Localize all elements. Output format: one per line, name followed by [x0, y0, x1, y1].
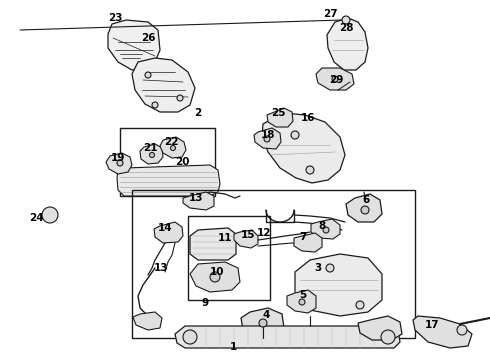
- Text: 7: 7: [299, 232, 307, 242]
- Circle shape: [210, 272, 220, 282]
- Text: 15: 15: [241, 230, 255, 240]
- Polygon shape: [294, 233, 322, 252]
- Polygon shape: [108, 20, 160, 70]
- Text: 2: 2: [195, 108, 201, 118]
- Polygon shape: [117, 165, 220, 196]
- Text: 4: 4: [262, 310, 270, 320]
- Text: 13: 13: [154, 263, 168, 273]
- Text: 27: 27: [323, 9, 337, 19]
- Polygon shape: [295, 254, 382, 316]
- Circle shape: [457, 325, 467, 335]
- Circle shape: [326, 264, 334, 272]
- Polygon shape: [316, 68, 354, 90]
- Circle shape: [42, 207, 58, 223]
- Text: 18: 18: [261, 130, 275, 140]
- Circle shape: [332, 76, 338, 82]
- Polygon shape: [190, 262, 240, 292]
- Text: 23: 23: [108, 13, 122, 23]
- Circle shape: [299, 299, 305, 305]
- Circle shape: [342, 16, 350, 24]
- Text: 9: 9: [201, 298, 209, 308]
- Circle shape: [259, 319, 267, 327]
- Text: 13: 13: [189, 193, 203, 203]
- Polygon shape: [254, 128, 281, 149]
- Text: 29: 29: [329, 75, 343, 85]
- Text: 10: 10: [210, 267, 224, 277]
- Circle shape: [183, 330, 197, 344]
- Text: 16: 16: [301, 113, 315, 123]
- Circle shape: [149, 153, 154, 158]
- Circle shape: [306, 166, 314, 174]
- Polygon shape: [140, 144, 163, 164]
- Text: 11: 11: [218, 233, 232, 243]
- Circle shape: [323, 227, 329, 233]
- Text: 22: 22: [164, 137, 178, 147]
- Polygon shape: [183, 192, 214, 210]
- Bar: [132, 190, 415, 338]
- Polygon shape: [160, 137, 186, 158]
- Text: 5: 5: [299, 290, 307, 300]
- Circle shape: [177, 95, 183, 101]
- Circle shape: [361, 206, 369, 214]
- Circle shape: [117, 160, 123, 166]
- Circle shape: [381, 330, 395, 344]
- Polygon shape: [267, 108, 293, 127]
- Text: 17: 17: [425, 320, 440, 330]
- Text: 8: 8: [318, 221, 326, 231]
- Text: 28: 28: [339, 23, 353, 33]
- Polygon shape: [154, 222, 183, 243]
- Polygon shape: [287, 290, 316, 313]
- Text: 26: 26: [141, 33, 155, 43]
- Polygon shape: [413, 316, 472, 348]
- Text: 24: 24: [29, 213, 43, 223]
- Circle shape: [356, 301, 364, 309]
- Bar: [120, 128, 215, 196]
- Text: 20: 20: [175, 157, 189, 167]
- Circle shape: [171, 145, 175, 150]
- Bar: [188, 216, 270, 300]
- Text: 6: 6: [363, 195, 369, 205]
- Polygon shape: [346, 194, 382, 222]
- Circle shape: [291, 131, 299, 139]
- Circle shape: [152, 102, 158, 108]
- Polygon shape: [190, 228, 236, 260]
- Polygon shape: [262, 113, 345, 183]
- Polygon shape: [358, 316, 402, 340]
- Polygon shape: [327, 18, 368, 70]
- Polygon shape: [133, 312, 162, 330]
- Polygon shape: [175, 326, 400, 348]
- Polygon shape: [234, 230, 258, 248]
- Text: 12: 12: [257, 228, 271, 238]
- Text: 19: 19: [111, 153, 125, 163]
- Polygon shape: [106, 153, 132, 174]
- Polygon shape: [132, 58, 195, 112]
- Text: 1: 1: [229, 342, 237, 352]
- Circle shape: [145, 72, 151, 78]
- Polygon shape: [241, 308, 284, 338]
- Text: 3: 3: [315, 263, 321, 273]
- Circle shape: [264, 136, 270, 142]
- Text: 21: 21: [143, 143, 157, 153]
- Polygon shape: [311, 219, 340, 239]
- Text: 25: 25: [271, 108, 285, 118]
- Text: 14: 14: [158, 223, 172, 233]
